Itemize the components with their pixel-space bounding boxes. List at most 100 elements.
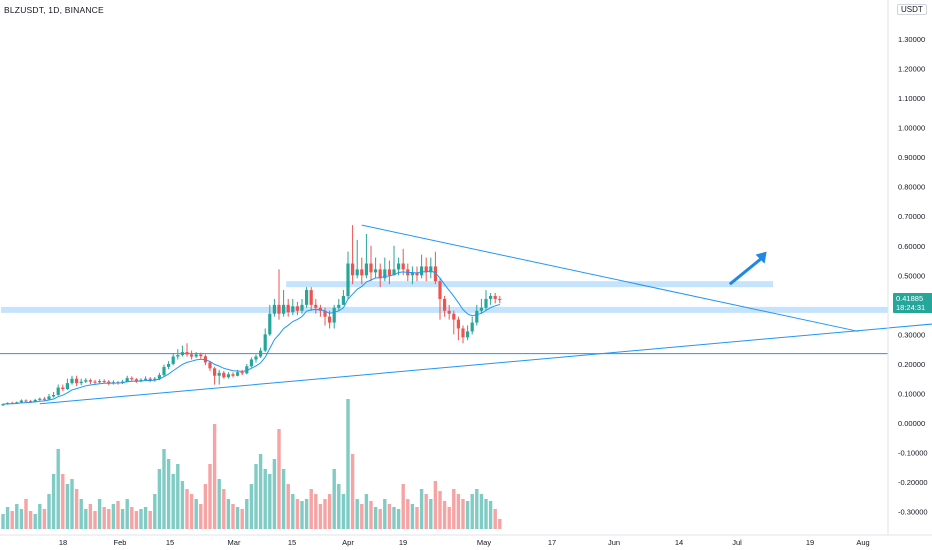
volume-bar xyxy=(429,499,433,529)
volume-bar xyxy=(199,504,203,529)
volume-bar xyxy=(369,501,373,529)
forecast-arrow-head xyxy=(755,251,767,264)
volume-bar xyxy=(176,464,180,529)
volume-bar xyxy=(373,507,378,529)
volume-bar xyxy=(383,499,387,529)
candle-body xyxy=(249,359,253,367)
volume-bar xyxy=(171,474,175,529)
candle-body xyxy=(162,366,166,376)
candle-body xyxy=(332,307,336,323)
candle xyxy=(493,293,497,304)
candle xyxy=(300,298,304,314)
volume-bar xyxy=(47,494,51,529)
candle-body xyxy=(254,356,258,360)
volume-bar xyxy=(475,489,479,529)
candle xyxy=(415,266,419,282)
last-price: 0.41885 xyxy=(896,294,924,303)
volume-bar xyxy=(84,509,88,529)
candle xyxy=(282,290,286,317)
volume-bar xyxy=(189,494,194,529)
candle-body xyxy=(328,316,332,323)
candle-body xyxy=(438,281,442,299)
candle-body xyxy=(52,394,56,397)
volume-bar xyxy=(341,494,346,529)
candle xyxy=(61,384,65,392)
candle-body xyxy=(222,372,226,378)
volume-bar xyxy=(452,489,456,529)
y-tick-label: 0.80000 xyxy=(898,183,925,192)
volume-bar xyxy=(268,474,272,529)
currency-unit-badge[interactable]: USDT xyxy=(897,4,927,15)
candle-body xyxy=(102,381,106,383)
candle-body xyxy=(180,352,184,356)
candle-body xyxy=(479,307,483,311)
candle xyxy=(190,350,194,360)
candle-body xyxy=(19,400,23,403)
volume-bar xyxy=(166,459,171,529)
y-tick-label: -0.20000 xyxy=(898,478,928,487)
candle-body xyxy=(125,378,129,382)
volume-bar xyxy=(139,509,143,529)
candle-body xyxy=(139,379,143,382)
candle-body xyxy=(259,350,263,357)
volume-bar xyxy=(240,509,244,529)
volume-bar xyxy=(125,499,129,529)
candle xyxy=(420,254,424,279)
volume-bar xyxy=(56,449,60,529)
candle-body xyxy=(208,362,212,369)
y-tick-label: 1.10000 xyxy=(898,94,925,103)
candle-body xyxy=(84,380,88,382)
volume-bar xyxy=(447,507,451,529)
candle xyxy=(383,257,387,282)
volume-bar xyxy=(88,504,93,529)
volume-bar xyxy=(327,494,332,529)
volume-bar xyxy=(337,484,341,529)
volume-bar xyxy=(378,509,382,529)
candle-body xyxy=(433,266,437,282)
volume-bar xyxy=(277,429,281,529)
x-tick-label: Aug xyxy=(856,538,869,547)
candle xyxy=(295,301,299,316)
volume-bar xyxy=(111,504,116,529)
x-tick-label: 19 xyxy=(806,538,814,547)
candle xyxy=(98,379,102,384)
candle xyxy=(107,380,111,386)
last-price-tag: 0.41885 18:24:31 xyxy=(893,293,932,313)
candle xyxy=(360,257,364,285)
candle xyxy=(162,364,166,377)
y-tick-label: 0.30000 xyxy=(898,330,925,339)
candle xyxy=(231,372,235,378)
volume-bar xyxy=(5,507,10,529)
volume-bar xyxy=(15,504,19,529)
candle-body xyxy=(199,354,203,357)
candle xyxy=(374,257,378,279)
candle-body xyxy=(337,304,341,308)
candle xyxy=(38,397,42,401)
volume-bar xyxy=(406,499,410,529)
candle-body xyxy=(300,304,304,311)
candle xyxy=(309,287,313,311)
candle-body xyxy=(65,383,69,390)
candle-body xyxy=(263,334,267,351)
candle xyxy=(42,397,46,401)
candle-body xyxy=(231,374,235,376)
candle-body xyxy=(360,269,364,276)
x-tick-label: 19 xyxy=(399,538,407,547)
y-tick-label: 1.00000 xyxy=(898,124,925,133)
candle xyxy=(369,245,373,282)
price-axis: 1.30000 1.20000 1.10000 1.00000 0.90000 0.800… xyxy=(0,0,932,536)
candle-body xyxy=(351,263,355,276)
volume-bar xyxy=(143,507,148,529)
candle xyxy=(65,378,69,390)
candle xyxy=(447,304,451,320)
volume-bar xyxy=(231,504,235,529)
candle-body xyxy=(272,304,276,314)
candle xyxy=(24,399,28,403)
candle xyxy=(84,378,88,384)
volume-bar xyxy=(254,464,258,529)
candle-body xyxy=(240,372,244,374)
volume-bar xyxy=(461,499,465,529)
candle-body xyxy=(498,298,502,300)
candle xyxy=(318,304,322,317)
